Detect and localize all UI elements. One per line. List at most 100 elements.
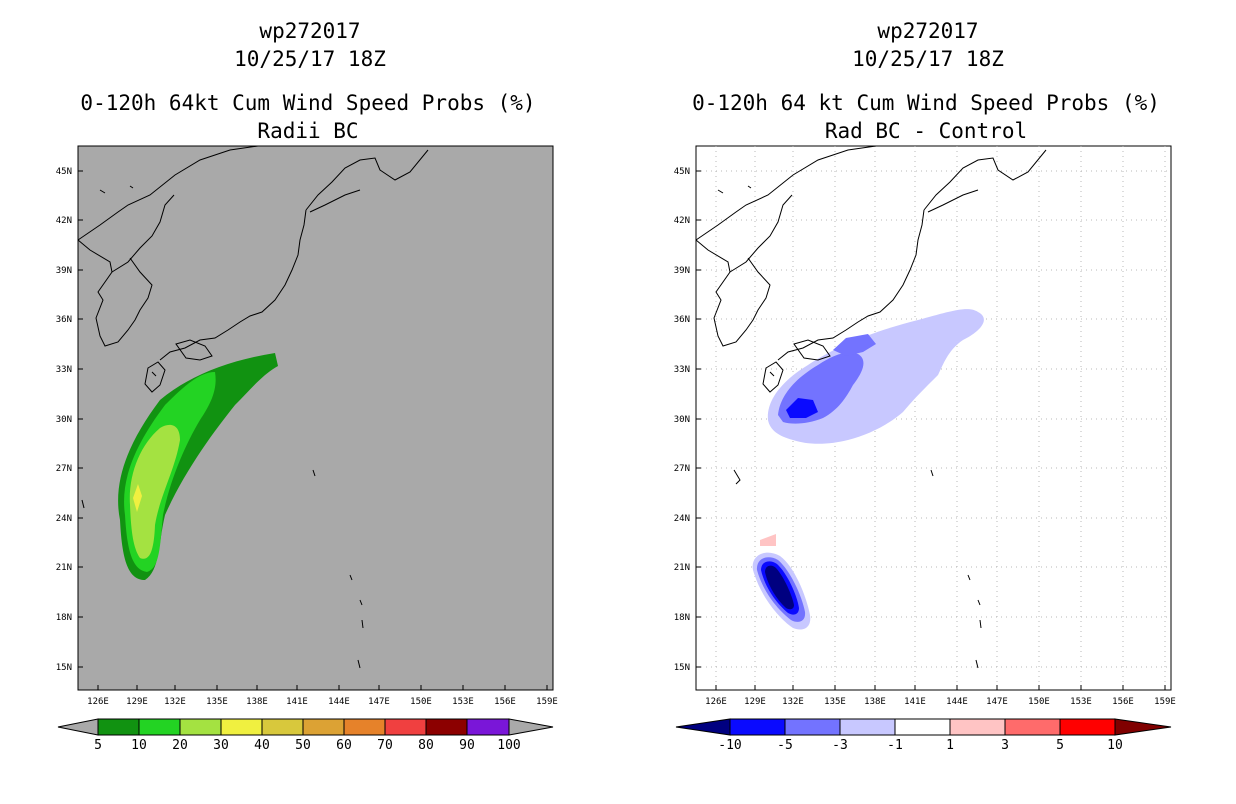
lat-label: 27N xyxy=(674,464,690,474)
right-panel-svg: wp272017 10/25/17 18Z 0-120h 64 kt Cum W… xyxy=(674,19,1176,753)
right-subtitle: Rad BC - Control xyxy=(825,119,1027,143)
lat-label: 18N xyxy=(674,613,690,623)
lon-label: 132E xyxy=(164,697,186,707)
left-colorbar xyxy=(57,718,554,736)
lat-label: 18N xyxy=(56,613,72,623)
lat-label: 39N xyxy=(674,266,690,276)
right-lon-labels: 126E 129E 132E 135E 138E 141E 144E 147E … xyxy=(705,697,1176,707)
lat-label: 15N xyxy=(56,663,72,673)
right-date: 10/25/17 18Z xyxy=(852,47,1004,71)
colorbar-swatch xyxy=(1004,718,1061,736)
diff-neg5-contour xyxy=(786,398,818,418)
lat-label: 36N xyxy=(56,315,72,325)
lat-label: 36N xyxy=(674,315,690,325)
colorbar-swatch xyxy=(384,718,427,736)
lon-label: 129E xyxy=(126,697,148,707)
lon-label: 129E xyxy=(744,697,766,707)
left-lat-ticks xyxy=(78,170,83,668)
lon-label: 150E xyxy=(410,697,432,707)
colorbar-swatch xyxy=(220,718,263,736)
colorbar-label: 3 xyxy=(1001,738,1009,753)
lon-label: 126E xyxy=(705,697,727,707)
colorbar-label: 10 xyxy=(131,738,147,753)
left-coastlines xyxy=(77,145,429,669)
left-panel: wp272017 10/25/17 18Z 0-120h 64kt Cum Wi… xyxy=(0,0,618,800)
left-lon-labels: 126E 129E 132E 135E 138E 141E 144E 147E … xyxy=(87,697,558,707)
colorbar-label: 50 xyxy=(295,738,311,753)
lat-label: 42N xyxy=(56,216,72,226)
lon-label: 144E xyxy=(328,697,350,707)
colorbar-swatch xyxy=(729,718,786,736)
lat-label: 24N xyxy=(674,514,690,524)
diff-south-neg10-contour xyxy=(765,565,794,610)
left-lon-ticks xyxy=(97,685,548,690)
prob-30-contour xyxy=(133,484,142,512)
colorbar-label: -5 xyxy=(777,738,793,753)
diff-neg3-north-contour xyxy=(833,334,876,356)
left-storm-id: wp272017 xyxy=(259,19,360,43)
lon-label: 150E xyxy=(1028,697,1050,707)
colorbar-label: 10 xyxy=(1107,738,1123,753)
right-lon-ticks xyxy=(715,685,1166,690)
colorbar-label: -1 xyxy=(887,738,903,753)
colorbar-label: 20 xyxy=(172,738,188,753)
lon-label: 135E xyxy=(824,697,846,707)
colorbar-label: 80 xyxy=(418,738,434,753)
lon-label: 138E xyxy=(246,697,268,707)
right-colorbar-labels: -10 -5 -3 -1 1 3 5 10 xyxy=(718,738,1123,753)
right-difference-contours xyxy=(752,309,984,630)
right-coastlines xyxy=(695,145,1047,669)
lon-label: 141E xyxy=(904,697,926,707)
colorbar-low-arrow xyxy=(57,718,99,736)
colorbar-swatch xyxy=(179,718,222,736)
right-storm-id: wp272017 xyxy=(877,19,978,43)
lon-label: 153E xyxy=(1070,697,1092,707)
lon-label: 153E xyxy=(452,697,474,707)
lon-label: 147E xyxy=(368,697,390,707)
lat-label: 45N xyxy=(56,167,72,177)
lon-label: 141E xyxy=(286,697,308,707)
right-lat-ticks xyxy=(696,170,701,668)
colorbar-label: 30 xyxy=(213,738,229,753)
colorbar-label: 1 xyxy=(946,738,954,753)
lat-label: 30N xyxy=(674,415,690,425)
prob-20-contour xyxy=(129,424,180,559)
lat-label: 21N xyxy=(674,563,690,573)
right-gridlines xyxy=(696,146,1171,690)
lon-label: 132E xyxy=(782,697,804,707)
right-colorbar xyxy=(675,718,1172,736)
lon-label: 138E xyxy=(864,697,886,707)
colorbar-swatch xyxy=(138,718,181,736)
colorbar-label: 90 xyxy=(459,738,475,753)
lat-label: 15N xyxy=(674,663,690,673)
colorbar-high-arrow xyxy=(1114,718,1172,736)
colorbar-label: 100 xyxy=(497,738,520,753)
colorbar-swatch xyxy=(949,718,1006,736)
colorbar-high-arrow xyxy=(508,718,554,736)
lon-label: 159E xyxy=(536,697,558,707)
colorbar-label: -10 xyxy=(718,738,741,753)
lon-label: 147E xyxy=(986,697,1008,707)
right-lat-labels: 45N 42N 39N 36N 33N 30N 27N 24N 21N 18N … xyxy=(674,167,690,673)
left-panel-svg: wp272017 10/25/17 18Z 0-120h 64kt Cum Wi… xyxy=(56,19,558,753)
colorbar-swatch xyxy=(97,718,140,736)
lat-label: 21N xyxy=(56,563,72,573)
left-probability-contours xyxy=(118,353,278,580)
colorbar-label: 40 xyxy=(254,738,270,753)
lat-label: 27N xyxy=(56,464,72,474)
left-colorbar-labels: 5 10 20 30 40 50 60 70 80 90 100 xyxy=(94,738,521,753)
colorbar-label: 5 xyxy=(94,738,102,753)
lat-label: 45N xyxy=(674,167,690,177)
lat-label: 33N xyxy=(56,365,72,375)
diff-pos1-contour xyxy=(760,534,776,546)
lat-label: 33N xyxy=(674,365,690,375)
colorbar-swatch xyxy=(425,718,468,736)
colorbar-swatch xyxy=(784,718,841,736)
colorbar-label: 70 xyxy=(377,738,393,753)
lat-label: 39N xyxy=(56,266,72,276)
right-panel: wp272017 10/25/17 18Z 0-120h 64 kt Cum W… xyxy=(618,0,1236,800)
colorbar-swatch xyxy=(466,718,510,736)
lon-label: 144E xyxy=(946,697,968,707)
lon-label: 126E xyxy=(87,697,109,707)
colorbar-label: 5 xyxy=(1056,738,1064,753)
